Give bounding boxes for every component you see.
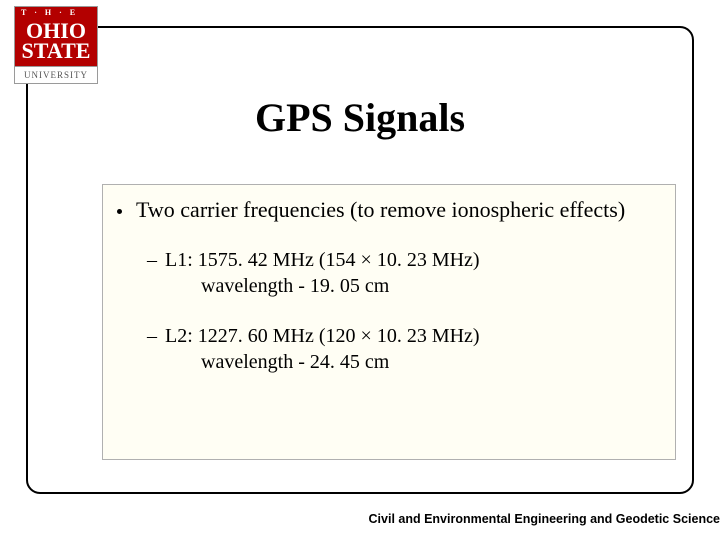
content-box: Two carrier frequencies (to remove ionos…	[102, 184, 676, 460]
l2-line1: L2: 1227. 60 MHz (120 × 10. 23 MHz)	[165, 323, 480, 349]
l1-line2: wavelength - 19. 05 cm	[165, 273, 480, 299]
main-bullet-text: Two carrier frequencies (to remove ionos…	[136, 197, 625, 223]
slide-title: GPS Signals	[28, 94, 692, 141]
logo-state-text: STATE	[22, 40, 91, 62]
bullet-dot-icon	[117, 209, 122, 214]
dash-icon: –	[147, 323, 157, 349]
sub-item-l1: – L1: 1575. 42 MHz (154 × 10. 23 MHz) wa…	[147, 247, 667, 299]
university-logo: T · H · E OHIO STATE UNIVERSITY	[14, 6, 98, 84]
l2-line2: wavelength - 24. 45 cm	[165, 349, 480, 375]
footer-text: Civil and Environmental Engineering and …	[369, 512, 720, 526]
sub-item-l2-text: L2: 1227. 60 MHz (120 × 10. 23 MHz) wave…	[165, 323, 480, 375]
dash-icon: –	[147, 247, 157, 273]
sub-item-l2: – L2: 1227. 60 MHz (120 × 10. 23 MHz) wa…	[147, 323, 667, 375]
main-bullet-row: Two carrier frequencies (to remove ionos…	[117, 197, 667, 223]
sub-item-l1-text: L1: 1575. 42 MHz (154 × 10. 23 MHz) wave…	[165, 247, 480, 299]
l1-line1: L1: 1575. 42 MHz (154 × 10. 23 MHz)	[165, 247, 480, 273]
slide-frame: GPS Signals Two carrier frequencies (to …	[26, 26, 694, 494]
logo-university-text: UNIVERSITY	[15, 66, 97, 83]
logo-the-text: T · H · E	[21, 9, 78, 17]
logo-red-block: T · H · E OHIO STATE	[15, 7, 97, 66]
